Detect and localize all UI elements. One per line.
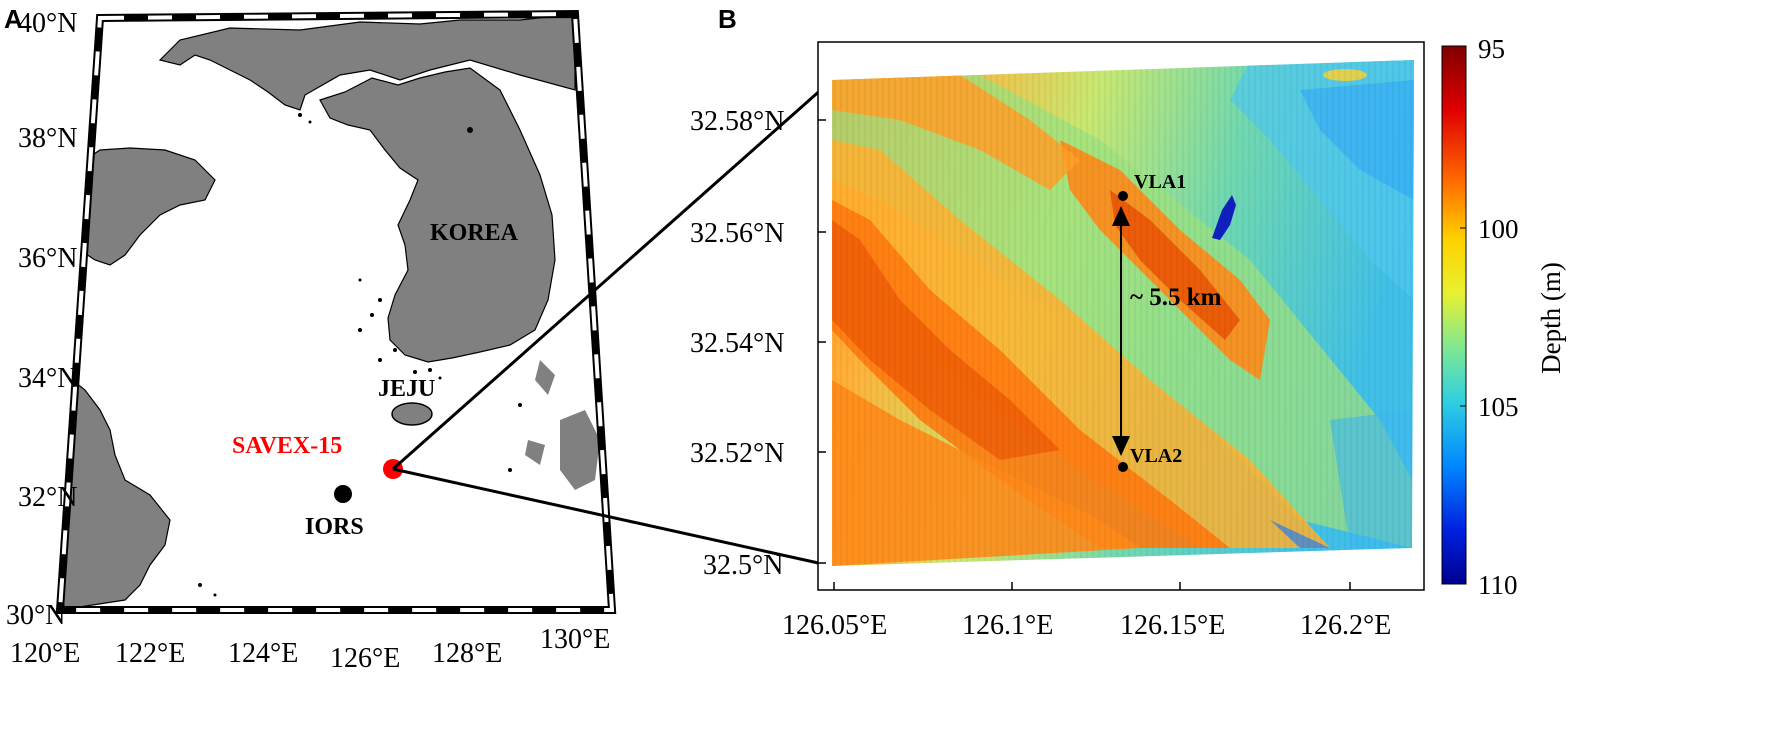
panel-b-xticks [833,582,1351,590]
map-a-coastlines [60,14,576,610]
label-distance: ~ 5.5 km [1130,284,1222,311]
lat-tick-32-54: 32.54°N [690,328,784,359]
lat-tick-32-50: 32.5°N [703,550,783,581]
lat-tick-32-52: 32.52°N [690,438,784,469]
colorbar-tick-105: 105 [1478,392,1519,422]
lon-tick-122: 122°E [115,638,185,669]
panel-b-letter: B [718,4,737,34]
label-iors: IORS [305,514,364,540]
zoom-line-bottom [392,467,833,568]
panel-b: B 32.58°N [690,4,1566,641]
lon-tick-126-05: 126.05°E [782,610,887,641]
label-korea: KOREA [430,220,519,246]
colorbar-tick-100: 100 [1478,214,1519,244]
lat-tick-38: 38°N [18,123,77,154]
vla2-marker-icon [1118,462,1128,472]
label-savex: SAVEX-15 [232,433,342,459]
lat-tick-34: 34°N [18,363,77,394]
colorbar [1441,45,1467,585]
map-a-frame-ticks [57,11,615,612]
lon-tick-126-15: 126.15°E [1120,610,1225,641]
label-vla2: VLA2 [1130,445,1182,467]
lon-tick-126-20: 126.2°E [1300,610,1391,641]
colorbar-ticks [1460,227,1466,407]
bathymetry-map [832,60,1414,566]
colorbar-tick-95: 95 [1478,34,1505,64]
iors-marker-icon [334,485,352,503]
map-a-islands [198,113,522,597]
lat-tick-36: 36°N [18,243,77,274]
lat-tick-32: 32°N [18,482,77,513]
panel-a: A [4,4,617,674]
lon-tick-130: 130°E [540,624,610,655]
label-jeju: JEJU [378,376,435,402]
arrow-up-icon [1112,206,1130,226]
colorbar-tick-110: 110 [1478,570,1518,600]
panel-b-yticks [818,119,826,564]
colorbar-label: Depth (m) [1536,262,1566,374]
lat-tick-32-58: 32.58°N [690,106,784,137]
lat-tick-40: 40°N [18,8,77,39]
vla1-marker-icon [1118,191,1128,201]
lat-tick-30: 30°N [6,600,65,631]
zoom-line-top [392,78,833,471]
lon-tick-126: 126°E [330,643,400,674]
lat-tick-32-56: 32.56°N [690,218,784,249]
arrow-down-icon [1112,436,1130,456]
lon-tick-120: 120°E [10,638,80,669]
lon-tick-124: 124°E [228,638,298,669]
label-vla1: VLA1 [1134,171,1186,193]
panel-a-letter: A [4,4,23,34]
lon-tick-128: 128°E [432,638,502,669]
lon-tick-126-10: 126.1°E [962,610,1053,641]
